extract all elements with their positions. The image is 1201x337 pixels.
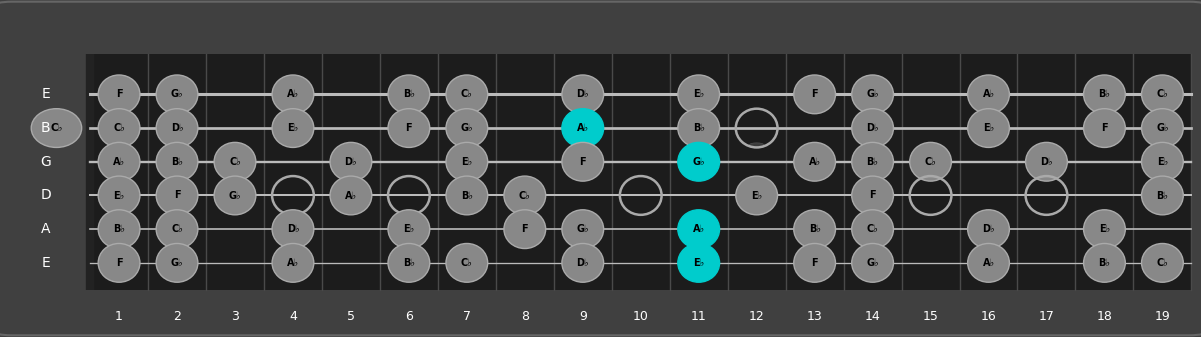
Ellipse shape [273, 243, 313, 282]
Text: E♭: E♭ [693, 89, 704, 99]
Text: B♭: B♭ [1157, 190, 1169, 201]
Ellipse shape [273, 109, 313, 148]
Ellipse shape [156, 243, 198, 282]
Text: D♭: D♭ [345, 157, 357, 167]
Text: B♭: B♭ [1099, 89, 1111, 99]
Ellipse shape [736, 176, 777, 215]
Circle shape [460, 177, 474, 181]
Text: B: B [41, 121, 50, 135]
Text: C♭: C♭ [171, 224, 183, 234]
Ellipse shape [1141, 109, 1183, 148]
Circle shape [575, 177, 590, 181]
Text: 2: 2 [173, 310, 181, 323]
Ellipse shape [446, 142, 488, 181]
Text: E♭: E♭ [1157, 157, 1169, 167]
Ellipse shape [98, 142, 141, 181]
Text: 13: 13 [807, 310, 823, 323]
Ellipse shape [562, 109, 604, 148]
Ellipse shape [446, 109, 488, 148]
Text: G♭: G♭ [228, 190, 241, 201]
Text: F: F [812, 258, 818, 268]
Ellipse shape [1141, 243, 1183, 282]
Ellipse shape [794, 210, 836, 249]
Text: B♭: B♭ [113, 224, 125, 234]
Text: C♭: C♭ [1157, 89, 1169, 99]
Text: 16: 16 [981, 310, 997, 323]
Text: E♭: E♭ [693, 258, 704, 268]
Ellipse shape [330, 176, 372, 215]
Text: F: F [406, 123, 412, 133]
Text: 11: 11 [691, 310, 706, 323]
Circle shape [1039, 177, 1053, 181]
Ellipse shape [98, 210, 141, 249]
Ellipse shape [504, 210, 545, 249]
Text: 10: 10 [633, 310, 649, 323]
Ellipse shape [852, 210, 894, 249]
Text: C♭: C♭ [50, 123, 62, 133]
Text: F: F [870, 190, 876, 201]
Text: A♭: A♭ [345, 190, 357, 201]
Ellipse shape [31, 109, 82, 148]
Ellipse shape [388, 210, 430, 249]
Text: D♭: D♭ [576, 258, 588, 268]
Ellipse shape [330, 142, 372, 181]
Text: E: E [41, 256, 50, 270]
Text: E: E [41, 87, 50, 101]
Text: A: A [41, 222, 50, 236]
Ellipse shape [677, 210, 719, 249]
Ellipse shape [852, 109, 894, 148]
Text: B♭: B♭ [461, 190, 473, 201]
Ellipse shape [446, 243, 488, 282]
Ellipse shape [1141, 142, 1183, 181]
Ellipse shape [794, 243, 836, 282]
Circle shape [343, 177, 358, 181]
Ellipse shape [446, 75, 488, 114]
Ellipse shape [562, 243, 604, 282]
Text: A♭: A♭ [287, 89, 299, 99]
Ellipse shape [98, 243, 141, 282]
Text: 19: 19 [1154, 310, 1170, 323]
Ellipse shape [794, 75, 836, 114]
Text: D♭: D♭ [982, 224, 994, 234]
Text: 8: 8 [521, 310, 528, 323]
Ellipse shape [214, 142, 256, 181]
Text: G♭: G♭ [171, 258, 184, 268]
Ellipse shape [852, 75, 894, 114]
Text: 7: 7 [462, 310, 471, 323]
Text: E♭: E♭ [982, 123, 994, 133]
Text: 9: 9 [579, 310, 587, 323]
Text: C♭: C♭ [867, 224, 878, 234]
Text: D♭: D♭ [866, 123, 879, 133]
Circle shape [228, 177, 243, 181]
Text: A♭: A♭ [982, 258, 994, 268]
Text: D: D [41, 188, 50, 203]
Text: B♭: B♭ [808, 224, 820, 234]
FancyBboxPatch shape [89, 54, 1191, 290]
Ellipse shape [504, 176, 545, 215]
Text: B♭: B♭ [402, 89, 414, 99]
Text: E♭: E♭ [1099, 224, 1110, 234]
Text: C♭: C♭ [519, 190, 531, 201]
Circle shape [924, 177, 938, 181]
Text: A♭: A♭ [693, 224, 705, 234]
Ellipse shape [852, 176, 894, 215]
Text: A♭: A♭ [808, 157, 820, 167]
Text: G♭: G♭ [866, 258, 879, 268]
Text: C♭: C♭ [1157, 258, 1169, 268]
Text: G♭: G♭ [1157, 123, 1169, 133]
Text: C♭: C♭ [461, 258, 473, 268]
Text: 18: 18 [1097, 310, 1112, 323]
Ellipse shape [156, 210, 198, 249]
Text: D♭: D♭ [287, 224, 299, 234]
Text: 4: 4 [289, 310, 297, 323]
Text: B♭: B♭ [402, 258, 414, 268]
Ellipse shape [562, 75, 604, 114]
Ellipse shape [98, 75, 141, 114]
Circle shape [749, 143, 764, 147]
Text: 12: 12 [748, 310, 765, 323]
Ellipse shape [388, 75, 430, 114]
Text: G♭: G♭ [171, 89, 184, 99]
Text: B♭: B♭ [1099, 258, 1111, 268]
Ellipse shape [273, 210, 313, 249]
